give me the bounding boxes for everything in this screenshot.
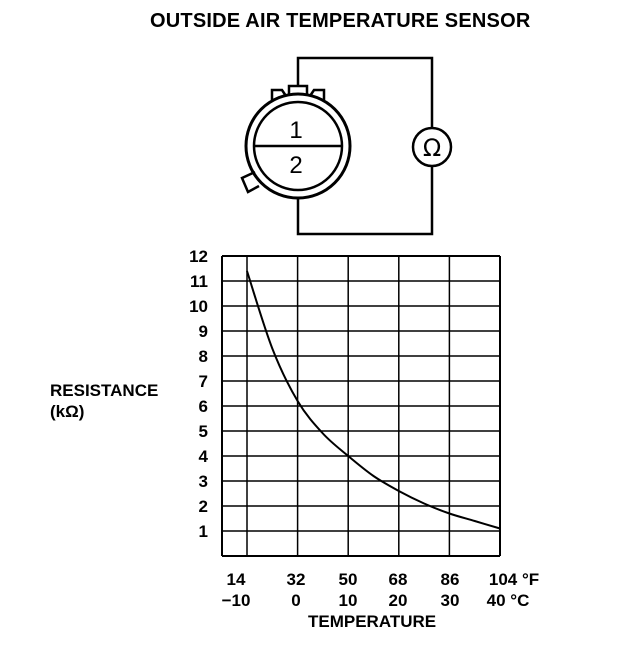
y-tick-label: 10 [189,297,208,316]
y-tick-label: 5 [199,422,208,441]
chart-grid [221,255,501,557]
y-axis-label-line1: RESISTANCE [50,381,159,400]
x-tick-label-f: 104 °F [489,570,539,589]
x-tick-label-c: 10 [339,591,358,610]
y-tick-label: 6 [199,397,208,416]
connector-diagram [240,56,453,236]
x-tick-label-c: 40 °C [487,591,530,610]
y-tick-label: 8 [199,347,208,366]
y-tick-label: 3 [199,472,208,491]
x-tick-label-f: 86 [441,570,460,589]
y-tick-label: 1 [199,522,208,541]
ohm-symbol: Ω [423,134,441,162]
x-tick-label-c: 20 [389,591,408,610]
y-tick-label: 12 [189,247,208,266]
x-tick-label-f: 14 [227,570,246,589]
y-tick-label: 4 [199,447,209,466]
y-tick-label: 11 [190,272,208,291]
chart-title: OUTSIDE AIR TEMPERATURE SENSOR [150,10,531,32]
x-tick-label-c: −10 [222,591,251,610]
connector-side-latch [240,170,260,194]
x-tick-label-f: 32 [287,570,306,589]
y-axis-label: RESISTANCE (kΩ) [50,380,158,422]
x-tick-labels: 14 32 50 68 86 104 °F −10 0 10 20 30 40 °C [222,570,540,610]
x-tick-label-c: 0 [291,591,300,610]
y-tick-label: 2 [199,497,208,516]
y-tick-label: 7 [199,372,208,391]
x-tick-label-f: 68 [389,570,408,589]
x-tick-label-f: 50 [339,570,358,589]
pin-1-label: 1 [289,117,302,144]
y-tick-label: 9 [199,322,208,341]
meter-wire-top [296,56,434,128]
meter-wire-bottom [296,166,434,236]
pin-2-label: 2 [289,152,302,179]
x-tick-label-c: 30 [441,591,460,610]
x-axis-label: TEMPERATURE [308,612,437,631]
resistance-curve [246,270,501,530]
y-axis-label-line2: (kΩ) [50,402,85,421]
ohmmeter-icon [411,126,453,168]
